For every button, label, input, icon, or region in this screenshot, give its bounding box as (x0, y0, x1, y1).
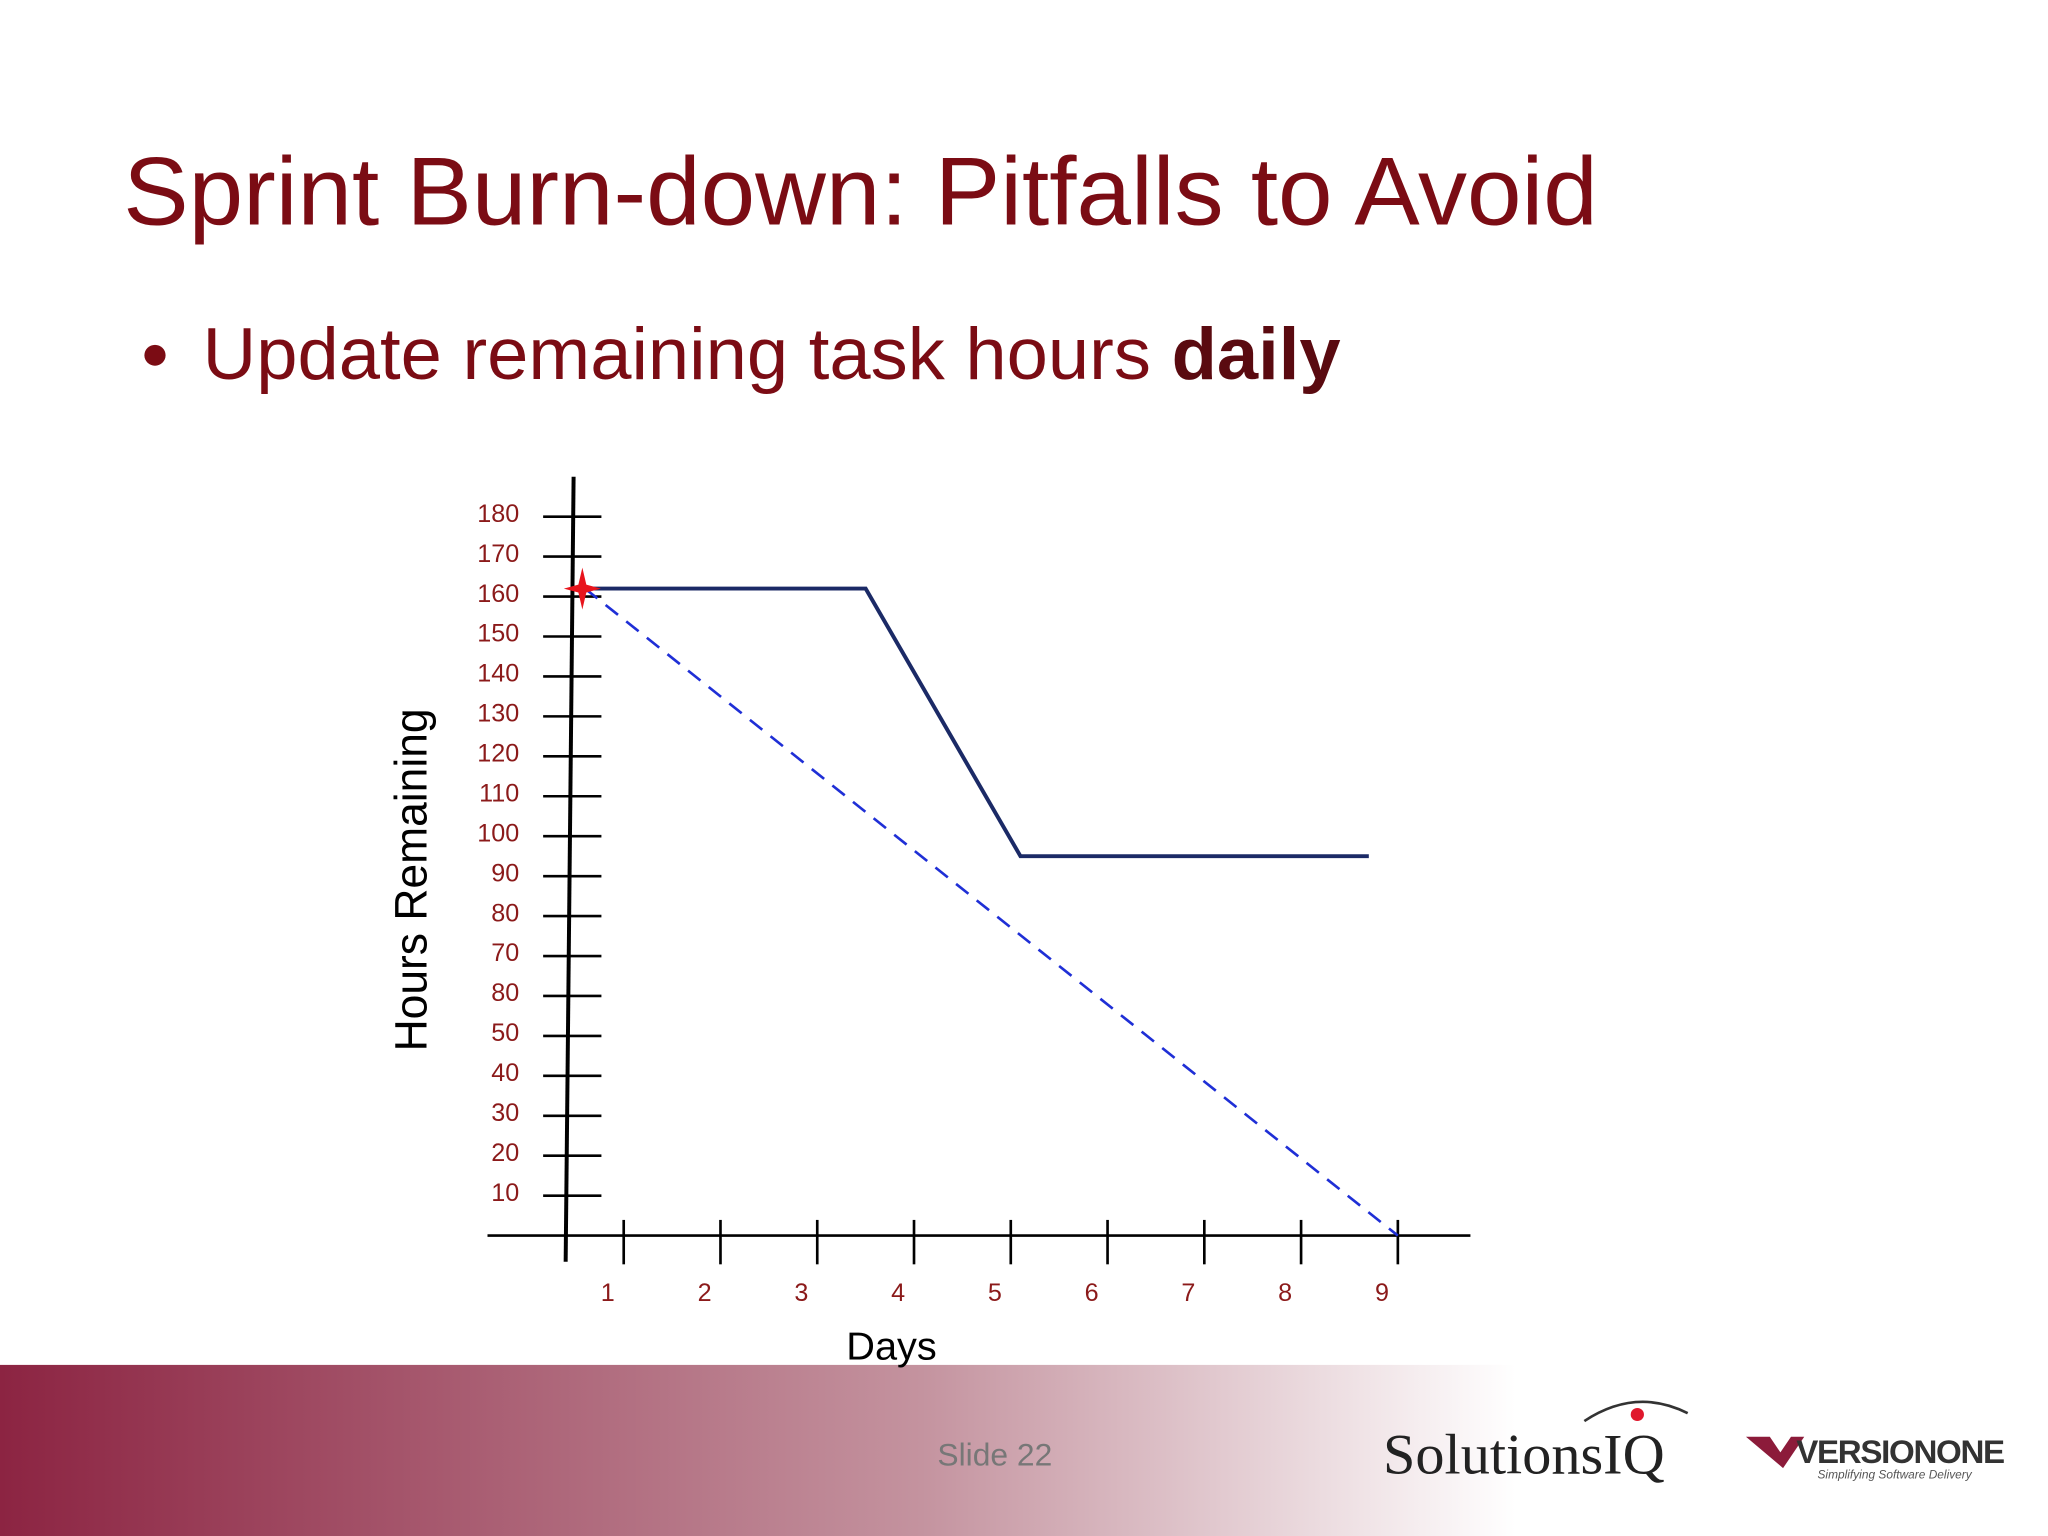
y-tick-label: 130 (477, 700, 519, 728)
x-tick-label: 7 (1181, 1279, 1195, 1307)
chart: 10 20 30 40 50 80 70 80 90 100 110 120 130 140 150 160 1… (477, 476, 1471, 1307)
y-tick-label: 150 (477, 620, 519, 648)
y-axis-label: Hours Remaining (387, 708, 436, 1051)
y-tick-label: 90 (491, 860, 519, 888)
y-tick-label: 180 (477, 500, 519, 528)
x-tick-label: 2 (698, 1279, 712, 1307)
y-tick-label: 50 (491, 1019, 519, 1047)
x-tick-label: 6 (1085, 1279, 1099, 1307)
y-tick-label: 160 (477, 580, 519, 608)
bullet-plain: Update remaining task hours (203, 312, 1172, 394)
x-tick-label: 3 (794, 1279, 808, 1307)
bullet-text: Update remaining task hours daily (203, 312, 1341, 394)
y-tick-label: 120 (477, 740, 519, 768)
slide-title: Sprint Burn-down: Pitfalls to Avoid (123, 137, 1598, 245)
bullet-dot (144, 344, 166, 366)
logo-solutionsiq: SolutionsIQ (1383, 1422, 1665, 1487)
y-tick-label: 140 (477, 660, 519, 688)
y-tick-label: 10 (491, 1179, 519, 1207)
y-tick-label: 170 (477, 540, 519, 568)
y-tick-label: 110 (479, 780, 519, 808)
x-tick-label: 9 (1375, 1279, 1389, 1307)
x-tick-label: 1 (601, 1279, 615, 1307)
logo-versionone: VERSIONONE (1796, 1433, 2004, 1470)
logo-dot (1630, 1408, 1644, 1422)
series-line (584, 587, 1399, 1237)
y-tick-label: 80 (491, 979, 519, 1007)
logo-tagline: Simplifying Software Delivery (1818, 1468, 1973, 1482)
y-tick-label: 80 (491, 899, 519, 927)
x-tick-label: 8 (1278, 1279, 1292, 1307)
footer-band (0, 1364, 2048, 1536)
x-axis-label: Days (846, 1325, 937, 1369)
y-tick-label: 100 (477, 820, 519, 848)
series-line (585, 586, 1369, 859)
x-tick-label: 4 (891, 1279, 905, 1307)
y-axis (563, 476, 576, 1262)
y-tick-label: 20 (491, 1139, 519, 1167)
bullet-bold: daily (1172, 312, 1341, 394)
y-tick-label: 30 (491, 1099, 519, 1127)
logo-v-mark (1745, 1436, 1805, 1469)
slide-number: Slide 22 (937, 1437, 1052, 1473)
y-tick-label: 40 (491, 1059, 519, 1087)
start-marker (563, 567, 601, 610)
logo-arc (1583, 1400, 1689, 1423)
y-tick-label: 70 (491, 939, 519, 967)
x-tick-label: 5 (988, 1279, 1002, 1307)
